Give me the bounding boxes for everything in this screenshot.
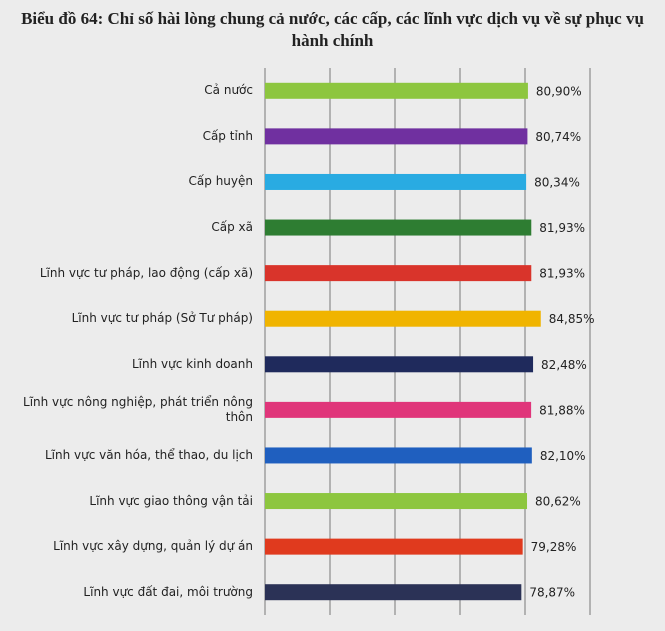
value-label: 81,88% xyxy=(539,403,585,417)
category-label: Lĩnh vực văn hóa, thể thao, du lịch xyxy=(44,447,253,462)
category-label: Lĩnh vực giao thông vận tải xyxy=(89,493,253,508)
value-label: 81,93% xyxy=(539,221,585,235)
value-label: 79,28% xyxy=(531,540,577,554)
value-label: 78,87% xyxy=(529,586,575,600)
category-label: Lĩnh vực tư pháp (Sở Tư pháp) xyxy=(71,311,253,326)
bar xyxy=(265,173,527,190)
bar xyxy=(265,219,532,236)
value-label: 80,90% xyxy=(536,84,582,98)
bar xyxy=(265,538,523,555)
category-label: Cấp xã xyxy=(211,220,253,235)
category-label: Cả nước xyxy=(204,83,253,98)
value-label: 82,48% xyxy=(541,358,587,372)
category-label: Lĩnh vực đất đai, môi trường xyxy=(83,584,253,599)
bar xyxy=(265,356,534,373)
value-label: 80,34% xyxy=(534,175,580,189)
category-label: Cấp huyện xyxy=(188,174,253,189)
bar xyxy=(265,447,532,464)
bar xyxy=(265,82,528,99)
chart-title: Biểu đồ 64: Chỉ số hài lòng chung cả nướ… xyxy=(21,9,644,50)
value-label: 84,85% xyxy=(549,312,595,326)
bar xyxy=(265,401,532,418)
bar xyxy=(265,310,541,327)
bar xyxy=(265,493,528,510)
value-label: 81,93% xyxy=(539,267,585,281)
bar xyxy=(265,584,522,601)
category-label: Lĩnh vực kinh doanh xyxy=(132,356,253,371)
value-label: 80,62% xyxy=(535,495,581,509)
category-label: Lĩnh vực xây dựng, quản lý dự án xyxy=(53,539,253,554)
value-label: 82,10% xyxy=(540,449,586,463)
bar xyxy=(265,265,532,282)
bar xyxy=(265,128,528,145)
value-label: 80,74% xyxy=(535,130,581,144)
category-label: Lĩnh vực nông nghiệp, phát triển nông th… xyxy=(23,394,253,424)
category-label: Lĩnh vực tư pháp, lao động (cấp xã) xyxy=(39,265,253,280)
category-label: Cấp tỉnh xyxy=(202,128,253,143)
